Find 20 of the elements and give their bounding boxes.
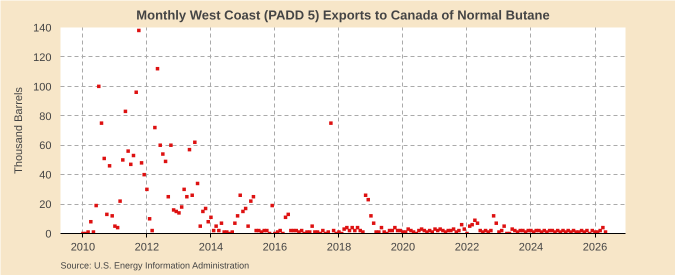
y-axis-title: Thousand Barrels [13,86,26,174]
y-tick-label: 20 [39,199,52,212]
x-tick-label: 2012 [134,242,160,254]
y-tick-label: 40 [39,170,52,182]
x-tick-label: 2026 [582,242,608,254]
x-tick-label: 2024 [518,242,544,254]
y-tick-label: 120 [33,52,52,64]
chart-title: Monthly West Coast (PADD 5) Exports to Canada of Normal Butane [136,8,550,22]
x-tick-label: 2014 [198,242,224,254]
source-note: Source: U.S. Energy Information Administration [60,260,250,270]
y-tick-label: 0 [45,228,52,240]
x-tick-label: 2010 [70,242,96,254]
y-tick-label: 80 [39,110,52,123]
x-tick-label: 2018 [326,242,352,254]
y-tick-label: 140 [33,22,52,34]
x-tick-label: 2020 [390,242,416,254]
y-tick-label: 60 [39,140,52,152]
x-tick-label: 2022 [454,242,480,254]
x-tick-label: 2016 [262,242,288,254]
y-tick-label: 100 [33,81,52,94]
